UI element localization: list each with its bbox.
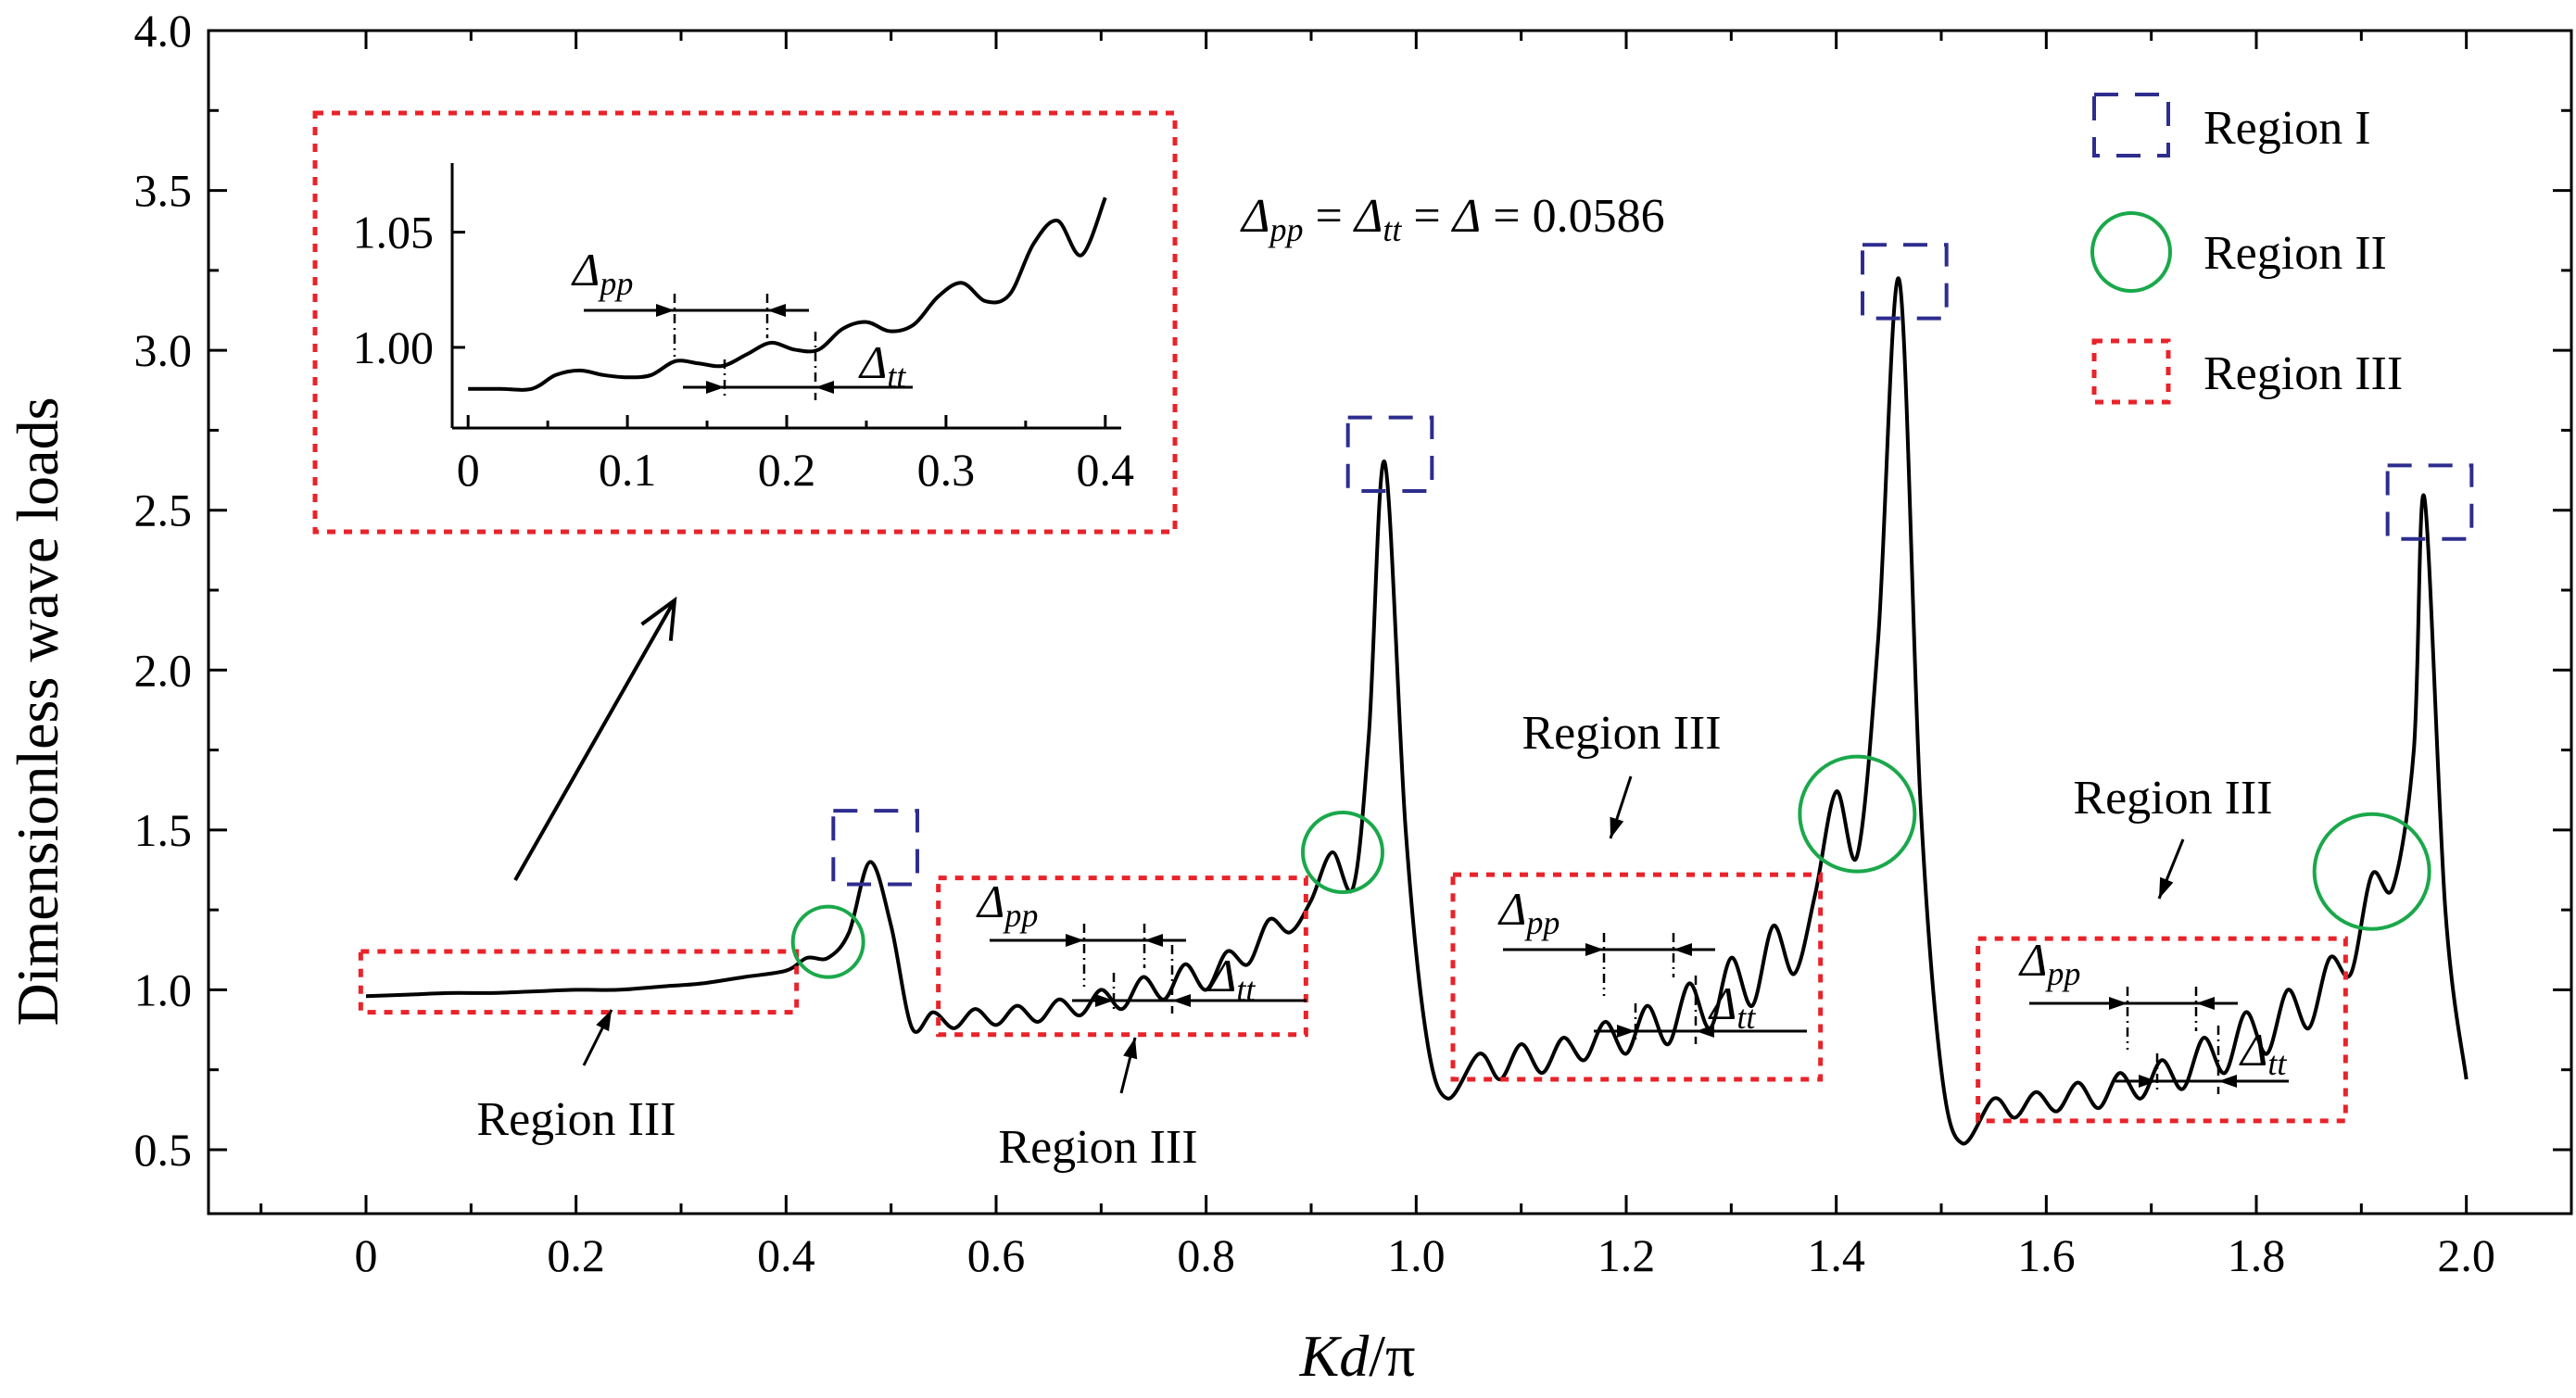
x-tick-label: 1.2	[1597, 1229, 1656, 1281]
y-tick-label: 1.0	[134, 963, 193, 1015]
main-ticks: 0 0.2 0.4 0.6 0.8 1.0 1.2 1.4 1.6 1.8 2.0 0.5 1.0 1.5…	[134, 5, 2571, 1281]
inset-pointer-arrow-head	[640, 596, 677, 641]
x-tick-label: 0.6	[967, 1229, 1026, 1281]
region-iii-label: Region III	[476, 1093, 676, 1146]
region-ii-circle	[1798, 754, 1917, 874]
inset-x-tick-label: 0.3	[917, 444, 976, 496]
legend-region-i-swatch	[2092, 93, 2170, 157]
region-iii-box	[1976, 936, 2348, 1124]
delta-marker-1-tt-right-head	[1172, 994, 1191, 1007]
region-iii-label: Region III	[998, 1121, 1197, 1174]
delta-tt-label: Δtt	[2239, 1024, 2287, 1082]
delta-pp-label: Δpp	[2018, 934, 2080, 992]
y-tick-label: 2.0	[134, 644, 193, 696]
inset-x-tick-label: 0.4	[1077, 444, 1135, 496]
inset-y-tick-label: 1.00	[353, 321, 435, 373]
delta-marker-2-tt-right-head	[1696, 1025, 1714, 1038]
region-iii-box	[936, 875, 1308, 1038]
region-i-box	[1861, 243, 1949, 321]
x-tick-label: 1.4	[1807, 1229, 1865, 1281]
inset-series-line	[468, 196, 1107, 392]
delta-marker-2-pp-right-head	[1673, 943, 1692, 956]
legend: Region I Region II Region III	[2090, 93, 2403, 405]
inset-delta-pp-left-head	[656, 304, 675, 317]
plot-frame	[207, 29, 2573, 1215]
delta-marker-1-pp-left-head	[1066, 934, 1084, 947]
delta-pp-label: Δpp	[976, 875, 1038, 934]
inset-x-tick-label: 0.2	[758, 444, 816, 496]
delta-marker-3-tt-right-head	[2218, 1075, 2237, 1088]
x-tick-label: 0.2	[547, 1229, 605, 1281]
region-ii-circle	[2312, 812, 2431, 931]
region-iii-arrow-head	[1123, 1038, 1138, 1060]
delta-marker-1-tt-left-head	[1095, 994, 1114, 1007]
legend-region-ii-swatch	[2090, 211, 2172, 293]
delta-marker-3-tt-left-head	[2139, 1075, 2157, 1088]
legend-region-iii-label: Region III	[2203, 347, 2403, 400]
region-iii-box	[1450, 872, 1824, 1082]
x-tick-label: 0	[355, 1229, 378, 1281]
y-tick-label: 3.5	[134, 165, 193, 217]
x-tick-label: 1.0	[1387, 1229, 1446, 1281]
y-tick-label: 1.5	[134, 804, 193, 856]
y-axis-title: Dimensionless wave loads	[5, 397, 70, 1026]
y-tick-label: 0.5	[134, 1124, 193, 1176]
inset-x-tick-label: 0	[457, 444, 480, 496]
legend-region-ii-label: Region II	[2203, 227, 2387, 280]
inset-x-tick-label: 0.1	[599, 444, 657, 496]
legend-region-iii-swatch	[2091, 338, 2171, 405]
region-i-box	[831, 809, 919, 887]
inset-y-tick-label: 1.05	[353, 207, 435, 258]
x-tick-label: 0.8	[1177, 1229, 1235, 1281]
delta-marker-2-pp-left-head	[1585, 943, 1604, 956]
inset-delta-pp-right-head	[767, 304, 786, 317]
inset-layer: 0 0.1 0.2 0.3 0.4 1.00 1.05	[312, 110, 1178, 535]
inset-delta-tt-label: Δtt	[858, 336, 906, 395]
region-iii-arrow-head	[1610, 816, 1624, 838]
inset-region-iii-box	[312, 110, 1178, 535]
legend-region-i-label: Region I	[2203, 102, 2371, 155]
x-tick-label: 1.8	[2228, 1229, 2286, 1281]
delta-tt-label: Δtt	[1708, 977, 1756, 1036]
delta-pp-label: Δpp	[1497, 883, 1559, 941]
y-tick-label: 4.0	[134, 5, 193, 57]
region-i-box	[1345, 415, 1434, 493]
region-i-box	[2385, 463, 2474, 541]
delta-marker-2-tt-left-head	[1617, 1025, 1635, 1038]
x-tick-label: 0.4	[757, 1229, 815, 1281]
series-line-wave-loads	[365, 276, 2469, 1146]
region-iii-label: Region III	[1522, 707, 1721, 760]
main-axes	[207, 29, 2573, 1215]
inset-delta-pp-label: Δpp	[571, 244, 633, 302]
delta-formula: Δpp = Δtt = Δ = 0.0586	[1240, 190, 1665, 248]
series-layer	[365, 276, 2469, 1146]
delta-marker-1-pp-right-head	[1144, 934, 1163, 947]
region-ii-circle	[1301, 810, 1384, 894]
region-iii-label: Region III	[2073, 772, 2272, 825]
inset-delta-tt-left-head	[706, 381, 725, 394]
region-iii-arrow-head	[2159, 876, 2174, 899]
x-tick-label: 2.0	[2437, 1229, 2495, 1281]
x-axis-title: Kd/π	[1299, 1323, 1416, 1389]
annotations-layer: Region III Region III Region III Region III…	[476, 244, 2289, 1174]
delta-marker-3-pp-right-head	[2196, 997, 2215, 1010]
x-tick-label: 1.6	[2017, 1229, 2076, 1281]
region-ii-circle	[790, 904, 865, 979]
regions-layer	[358, 243, 2474, 1124]
y-tick-label: 3.0	[134, 324, 193, 376]
region-iii-box	[358, 949, 800, 1015]
region-iii-arrow-head	[596, 1010, 612, 1032]
inset-delta-tt-right-head	[815, 381, 834, 394]
y-tick-label: 2.5	[134, 485, 193, 536]
delta-marker-3-pp-left-head	[2109, 997, 2128, 1010]
inset-pointer-arrow	[513, 599, 676, 881]
delta-tt-label: Δtt	[1207, 950, 1256, 1008]
